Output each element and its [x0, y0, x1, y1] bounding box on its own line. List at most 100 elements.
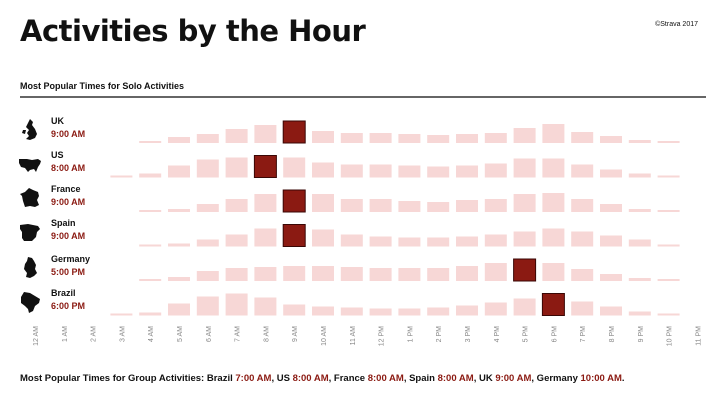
x-tick-label: 8 AM	[263, 326, 270, 342]
hour-cell	[312, 162, 334, 178]
hour-cell	[196, 296, 219, 316]
hour-cell	[168, 165, 190, 178]
row-label-spain: Spain 9:00 AM	[18, 216, 128, 248]
hour-cell	[542, 228, 565, 247]
hour-cell	[283, 157, 306, 178]
hour-cell	[196, 239, 219, 247]
row-label-brazil: Brazil 6:00 PM	[18, 286, 128, 318]
hour-cell	[168, 209, 190, 212]
x-tick-label: 11 AM	[350, 326, 357, 345]
hour-cell	[484, 234, 507, 247]
footer-time: 8:00 AM	[437, 373, 474, 384]
hour-cell	[398, 165, 421, 178]
hour-cell	[657, 279, 680, 281]
hour-cell	[225, 157, 248, 178]
us-map-icon	[18, 152, 42, 176]
x-tick-label: 11 PM	[695, 326, 702, 346]
hour-cell	[340, 234, 363, 247]
hour-cell	[571, 199, 594, 212]
hour-cell	[312, 266, 334, 281]
hour-cell	[168, 243, 190, 247]
footer-text: , UK	[473, 373, 496, 384]
hour-cell	[571, 269, 594, 281]
hour-cell	[312, 229, 334, 247]
x-tick-label: 9 PM	[638, 326, 645, 343]
hour-cell	[196, 159, 219, 178]
page-title: Activities by the Hour	[20, 14, 366, 48]
chart-subtitle: Most Popular Times for Solo Activities	[20, 81, 185, 91]
hour-cell	[398, 134, 421, 143]
hour-cell	[312, 194, 334, 212]
hour-cell	[427, 135, 450, 143]
hour-cell	[484, 163, 507, 178]
hour-cell	[369, 133, 392, 143]
x-tick-label: 3 AM	[119, 326, 126, 342]
row-label-us: US 8:00 AM	[18, 148, 128, 180]
hour-cell	[456, 305, 478, 316]
hour-cell	[628, 239, 651, 247]
hour-cell	[657, 175, 680, 178]
x-tick-label: 1 PM	[407, 326, 414, 343]
row-peak-time: 5:00 PM	[51, 267, 86, 277]
hour-cell	[600, 204, 622, 212]
hour-cell	[657, 244, 680, 247]
footer-text: , Spain	[403, 373, 438, 384]
peak-hour-cell	[541, 293, 565, 316]
hour-cell	[254, 228, 277, 247]
x-tick-label: 8 PM	[609, 326, 616, 343]
row-label-france: France 9:00 AM	[18, 182, 128, 214]
row-peak-time: 9:00 AM	[51, 197, 86, 207]
germany-map-icon	[18, 256, 42, 280]
footer-time: 7:00 AM	[235, 373, 272, 384]
hour-cell	[657, 141, 680, 143]
hour-cell	[628, 209, 651, 212]
x-tick-label: 2 AM	[91, 326, 98, 342]
hour-cell	[139, 312, 162, 316]
footer-text: , US	[271, 373, 293, 384]
hour-cell	[340, 307, 363, 316]
uk-map-icon	[18, 118, 42, 142]
hour-cell	[225, 293, 248, 316]
hour-cell	[571, 301, 594, 316]
hour-cell	[600, 235, 622, 247]
peak-hour-cell	[282, 189, 306, 213]
footer-text: , France	[328, 373, 368, 384]
hour-cell	[340, 133, 363, 143]
hour-cell	[196, 134, 219, 143]
hour-cell	[484, 263, 507, 281]
title-divider	[20, 96, 706, 98]
hour-cell	[168, 277, 190, 281]
hour-cell	[484, 199, 507, 212]
row-label-germany: Germany 5:00 PM	[18, 252, 128, 284]
peak-hour-cell	[513, 258, 537, 282]
hour-cell	[254, 267, 277, 281]
footer-text: .	[621, 373, 625, 384]
hour-cell	[513, 158, 536, 178]
row-country: Germany	[51, 254, 91, 264]
hour-cell	[628, 140, 651, 143]
hour-cell	[600, 169, 622, 178]
row-country: US	[51, 150, 64, 160]
x-tick-label: 3 PM	[465, 326, 472, 343]
hour-cell	[312, 306, 334, 316]
hour-cell	[369, 199, 392, 212]
row-country: France	[51, 184, 81, 194]
x-tick-label: 6 PM	[551, 326, 558, 343]
x-tick-label: 1 AM	[62, 326, 69, 342]
hour-cell	[139, 210, 162, 212]
hour-cell	[225, 129, 248, 143]
group-activities-note: Most Popular Times for Group Activities:…	[20, 373, 625, 384]
hour-cell	[542, 263, 565, 281]
hour-cell	[427, 202, 450, 212]
hour-cell	[628, 278, 651, 281]
hour-cell	[456, 165, 478, 178]
hour-cell	[427, 307, 450, 316]
credit-label: ©Strava 2017	[655, 21, 698, 28]
x-tick-label: 6 AM	[206, 326, 213, 342]
hour-cell	[225, 199, 248, 212]
hour-cell	[484, 302, 507, 316]
hour-cell	[340, 267, 363, 281]
hour-cell	[139, 141, 162, 143]
hour-cell	[600, 136, 622, 143]
row-country: UK	[51, 116, 64, 126]
